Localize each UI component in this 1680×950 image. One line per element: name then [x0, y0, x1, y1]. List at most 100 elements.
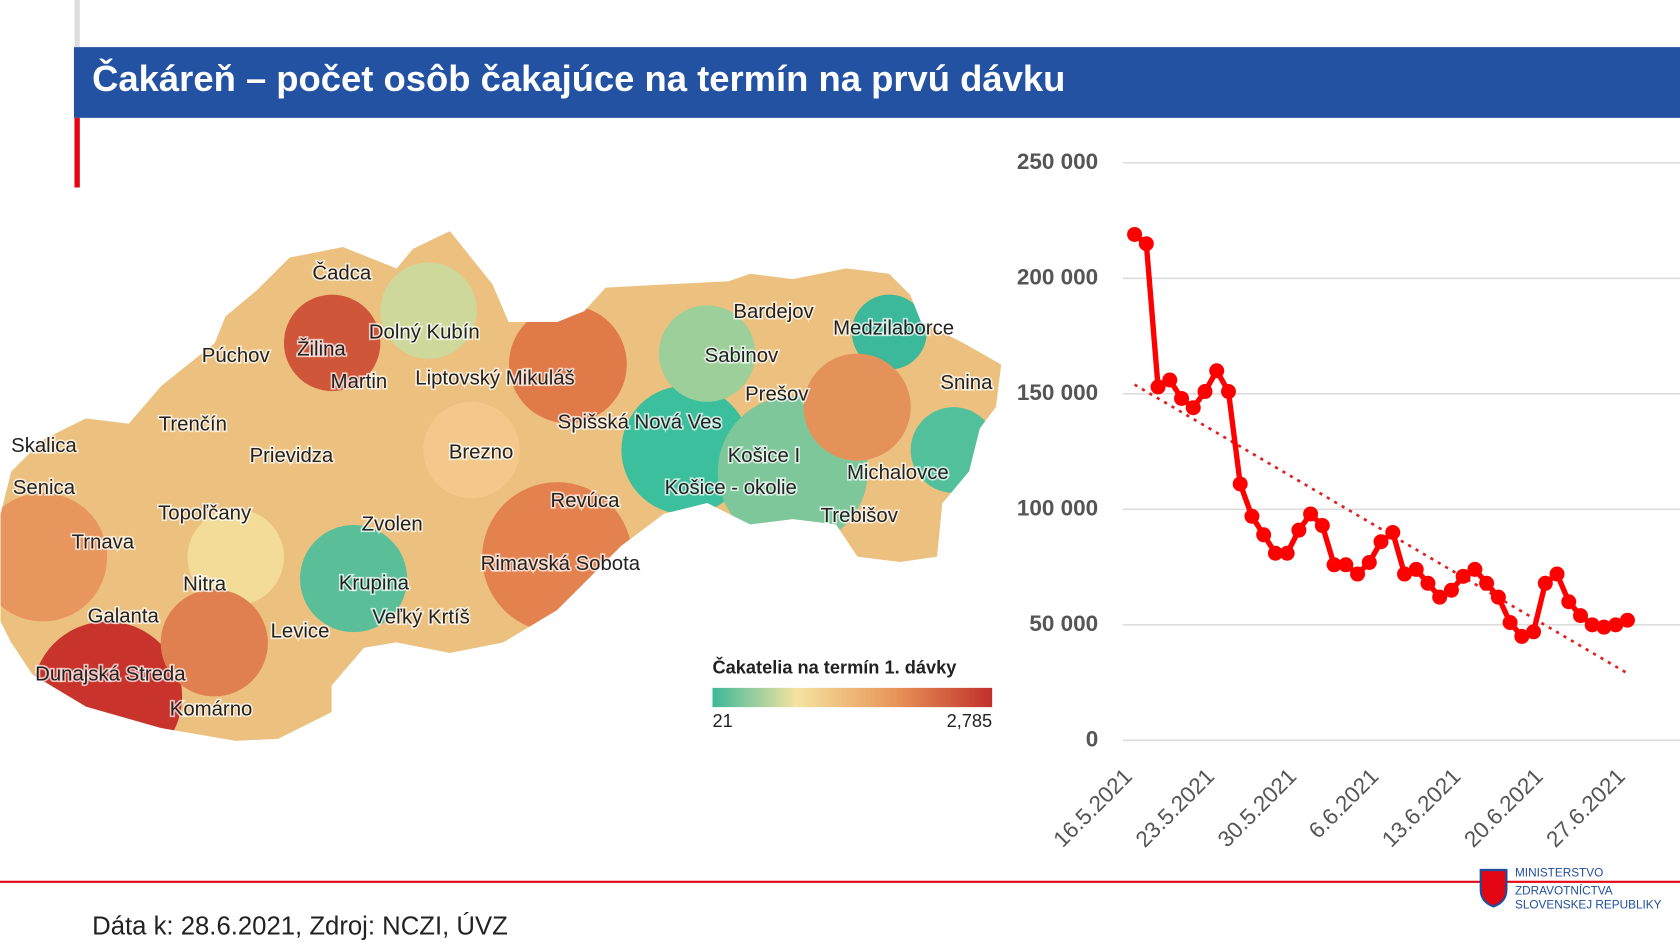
x-tick-label: 30.5.2021	[1213, 764, 1301, 852]
district-label: Žilina	[297, 338, 346, 361]
district-label: Rimavská Sobota	[481, 553, 641, 575]
point	[1455, 568, 1471, 584]
point	[1338, 557, 1354, 573]
district-label: Topoľčany	[158, 503, 252, 525]
x-tick-label: 27.6.2021	[1541, 764, 1629, 852]
point	[1396, 566, 1412, 582]
point	[1467, 561, 1483, 577]
point	[1526, 624, 1542, 640]
point	[1373, 534, 1389, 550]
point	[1443, 582, 1459, 598]
district-label: Krupina	[339, 572, 410, 594]
district-label: Revúca	[551, 490, 621, 512]
legend-min: 21	[713, 711, 733, 731]
district-label: Komárno	[170, 699, 253, 721]
y-tick-label: 0	[1086, 726, 1099, 751]
district-label: Dunajská Streda	[35, 663, 186, 685]
x-tick-label: 13.6.2021	[1377, 764, 1465, 852]
district-label: Skalica	[11, 435, 77, 457]
x-tick-label: 16.5.2021	[1049, 764, 1137, 852]
logo-line: SLOVENSKEJ REPUBLIKY	[1515, 898, 1662, 911]
point	[1408, 561, 1424, 577]
point	[1174, 390, 1190, 406]
point	[1561, 594, 1577, 610]
point	[1619, 612, 1635, 628]
point	[1244, 508, 1260, 524]
point	[1209, 363, 1225, 379]
district-label: Nitra	[183, 573, 227, 595]
point	[1303, 506, 1319, 522]
y-tick-label: 250 000	[1017, 149, 1098, 174]
header-bar	[73, 47, 1680, 118]
point	[1514, 628, 1530, 644]
point	[1385, 524, 1401, 540]
point	[1291, 522, 1307, 538]
legend-title: Čakatelia na termín 1. dávky	[713, 656, 958, 677]
district-label: Trebišov	[821, 505, 899, 527]
y-tick-label: 150 000	[1017, 380, 1098, 405]
district-label: Bardejov	[733, 301, 814, 323]
point	[1279, 545, 1295, 561]
district-label: Brezno	[449, 442, 513, 464]
trend-line	[1133, 383, 1629, 675]
point	[1549, 566, 1565, 582]
district-label: Liptovský Mikuláš	[415, 368, 574, 390]
district-label: Trenčín	[159, 414, 227, 436]
point	[1432, 589, 1448, 605]
district-label: Spišská Nová Ves	[558, 412, 722, 434]
district-label: Púchov	[202, 345, 271, 367]
legend-bar	[712, 687, 993, 708]
y-tick-label: 200 000	[1017, 264, 1098, 289]
point	[1479, 575, 1495, 591]
district-label: Dolný Kubín	[369, 322, 480, 344]
point	[1608, 617, 1624, 633]
point	[1267, 545, 1283, 561]
x-tick-label: 23.5.2021	[1131, 764, 1219, 852]
point	[1361, 554, 1377, 570]
point	[1490, 589, 1506, 605]
point	[1232, 476, 1248, 492]
district-label: Senica	[13, 477, 76, 499]
district-label: Trnava	[72, 532, 135, 554]
district-label: Medzilaborce	[833, 317, 954, 339]
district-label: Košice I	[728, 445, 800, 467]
title: Čakáreň – počet osôb čakajúce na termín …	[92, 57, 1065, 99]
point	[1584, 617, 1600, 633]
district-label: Galanta	[88, 606, 160, 628]
point	[1162, 372, 1178, 388]
x-tick-label: 6.6.2021	[1304, 764, 1384, 844]
point	[1256, 527, 1272, 543]
logo-line: MINISTERSTVO	[1515, 866, 1603, 879]
district-label: Martin	[331, 371, 388, 393]
point	[1220, 384, 1236, 400]
point	[1138, 236, 1154, 252]
district-label: Zvolen	[362, 513, 423, 535]
point	[1314, 518, 1330, 534]
district-label: Prievidza	[250, 445, 334, 467]
district-label: Snina	[940, 372, 993, 394]
y-tick-label: 50 000	[1029, 611, 1098, 636]
point	[1537, 575, 1553, 591]
district-label: Prešov	[745, 384, 809, 406]
point	[1326, 557, 1342, 573]
logo-shield	[1479, 868, 1508, 908]
point	[1596, 619, 1612, 635]
logo-line: ZDRAVOTNÍCTVA	[1515, 885, 1613, 898]
point	[1127, 226, 1143, 242]
point	[1420, 575, 1436, 591]
district-label: Michalovce	[847, 462, 949, 484]
district-label: Veľký Krtíš	[372, 607, 470, 629]
district-label: Čadca	[312, 262, 371, 285]
point	[1502, 615, 1518, 631]
y-tick-label: 100 000	[1017, 495, 1098, 520]
point	[1150, 379, 1166, 395]
source: Dáta k: 28.6.2021, Zdroj: NCZI, ÚVZ	[92, 912, 508, 941]
district-label: Levice	[271, 621, 330, 643]
x-tick-label: 20.6.2021	[1459, 764, 1547, 852]
point	[1573, 608, 1589, 624]
point	[1197, 384, 1213, 400]
district-label: Košice - okolie	[665, 477, 797, 499]
district-label: Sabinov	[705, 345, 779, 367]
